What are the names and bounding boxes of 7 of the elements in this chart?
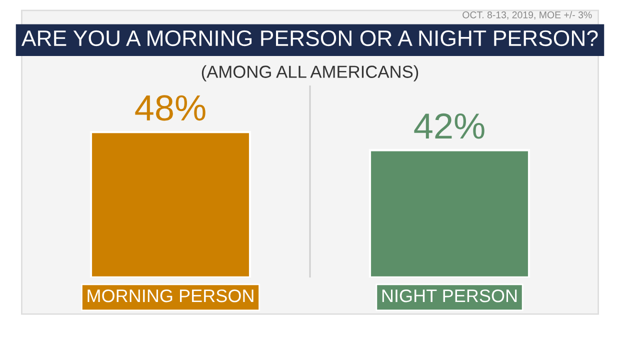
data-label: 42% bbox=[414, 113, 484, 139]
x-tick-label: NIGHT PERSON bbox=[382, 289, 517, 302]
text: OCT. 8-13, 2019, MOE +/- 3% bbox=[462, 11, 592, 20]
x-tick-label: MORNING PERSON bbox=[88, 289, 254, 302]
chart-title: ARE YOU A MORNING PERSON OR A NIGHT PERSON? bbox=[21, 30, 598, 46]
data-label: 48% bbox=[135, 95, 206, 121]
chart-subtitle: (AMONG ALL AMERICANS) bbox=[202, 65, 418, 82]
